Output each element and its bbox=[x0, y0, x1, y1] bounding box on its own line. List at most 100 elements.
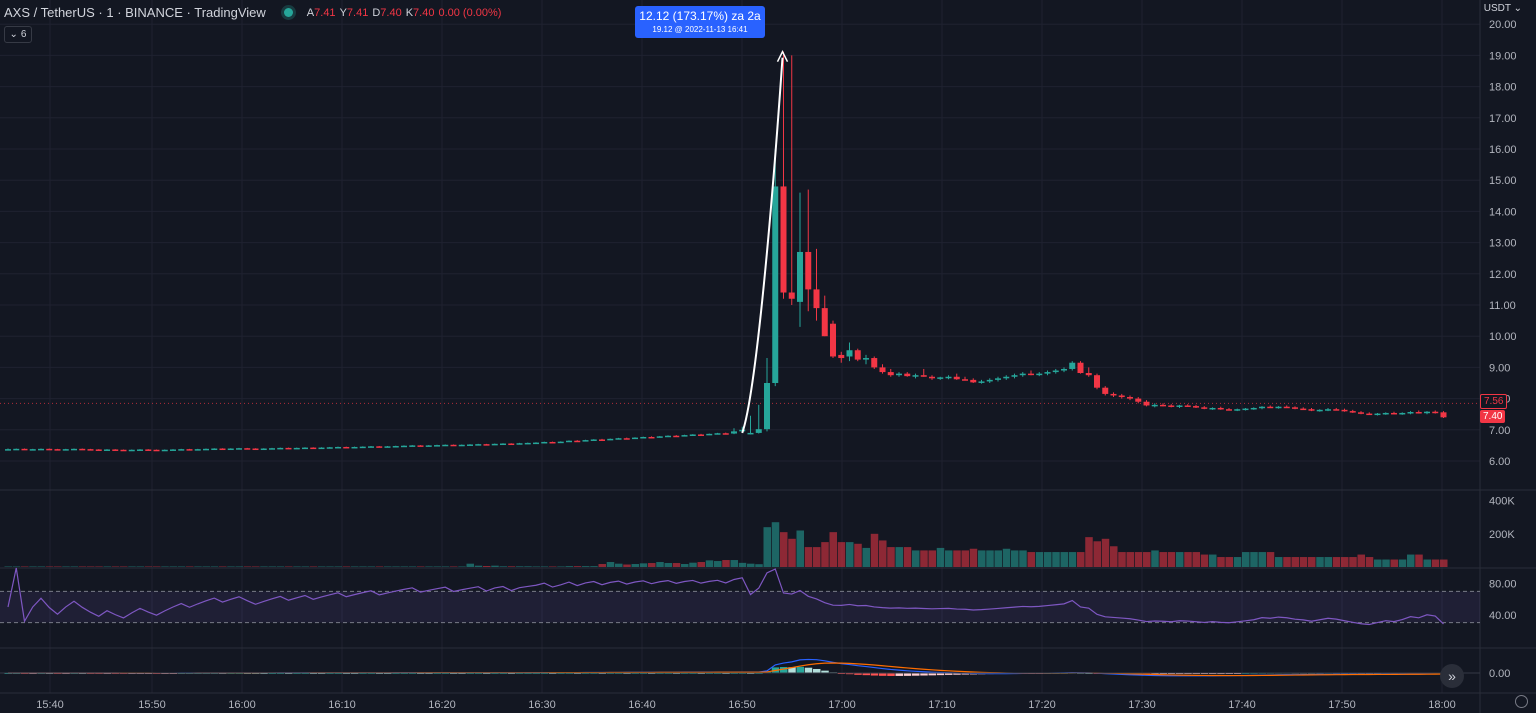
indicators-toggle-button[interactable]: ⌄ 6 bbox=[4, 26, 32, 43]
volume-bar bbox=[483, 566, 491, 567]
indicators-count: 6 bbox=[20, 29, 27, 40]
candle-body bbox=[953, 376, 960, 380]
macd-hist-bar bbox=[936, 673, 945, 676]
volume-bar bbox=[1134, 552, 1143, 567]
time-tick-label: 18:00 bbox=[1428, 699, 1456, 711]
volume-bar bbox=[1019, 550, 1027, 567]
volume-bar bbox=[648, 563, 656, 567]
candle-body bbox=[1011, 375, 1018, 377]
macd-hist-bar bbox=[821, 670, 829, 673]
measure-change: 12.12 (173.17%) za 2a bbox=[639, 9, 761, 23]
double-chevron-right-icon: » bbox=[1448, 668, 1456, 684]
volume-bar bbox=[862, 547, 870, 567]
volume-bar bbox=[1167, 552, 1176, 567]
volume-bar bbox=[1077, 552, 1085, 567]
volume-bar bbox=[755, 564, 763, 567]
volume-tick-label: 200K bbox=[1489, 529, 1515, 541]
volume-bar bbox=[1217, 557, 1225, 567]
volume-bar bbox=[1283, 557, 1291, 567]
candle-body bbox=[516, 443, 523, 445]
candle-body bbox=[524, 442, 531, 445]
volume-bar bbox=[499, 566, 507, 567]
candle-body bbox=[128, 449, 135, 452]
volume-bar bbox=[507, 566, 516, 567]
candle-body bbox=[153, 449, 160, 452]
rsi-tick-label: 40.00 bbox=[1489, 610, 1517, 622]
candle-body bbox=[1250, 407, 1257, 410]
volume-bar bbox=[466, 563, 474, 567]
candle-body bbox=[821, 308, 828, 337]
chevron-down-icon: ⌄ bbox=[9, 29, 18, 40]
volume-bar bbox=[1440, 559, 1448, 567]
volume-bar bbox=[1209, 554, 1217, 567]
candle-body bbox=[326, 447, 333, 449]
macd-hist-bar bbox=[895, 673, 903, 676]
volume-bar bbox=[1308, 557, 1316, 567]
symbol-title[interactable]: AXS / TetherUS · 1 · BINANCE · TradingVi… bbox=[4, 5, 266, 20]
measure-arrow-head bbox=[776, 49, 789, 62]
candle-body bbox=[1184, 405, 1191, 407]
volume-bar bbox=[1068, 552, 1077, 567]
candle-body bbox=[170, 449, 176, 451]
price-tick-label: 18.00 bbox=[1489, 82, 1517, 94]
volume-bar bbox=[879, 540, 887, 567]
rsi-line bbox=[7, 567, 1444, 626]
candle-body bbox=[318, 447, 325, 450]
time-tick-label: 15:40 bbox=[36, 699, 64, 711]
volume-bar bbox=[491, 565, 499, 567]
candle-body bbox=[1283, 406, 1290, 409]
macd-hist-bar bbox=[796, 666, 804, 673]
candle-body bbox=[5, 449, 11, 451]
volume-bar bbox=[1242, 552, 1250, 567]
candle-body bbox=[830, 323, 836, 357]
volume-bar bbox=[969, 548, 978, 567]
candle-body bbox=[434, 445, 440, 447]
scroll-to-realtime-button[interactable]: » bbox=[1440, 664, 1464, 688]
candle-body bbox=[541, 441, 548, 444]
candle-body bbox=[1003, 376, 1010, 379]
volume-bar bbox=[606, 562, 615, 567]
candle-body bbox=[1267, 406, 1274, 409]
volume-bar bbox=[1357, 554, 1365, 567]
volume-bar bbox=[1184, 552, 1192, 567]
candle-body bbox=[706, 433, 713, 436]
ohlc-open-label: A bbox=[306, 6, 315, 19]
volume-bar bbox=[1341, 557, 1349, 567]
candle-body bbox=[269, 448, 275, 450]
candle-body bbox=[1358, 412, 1364, 414]
candle-body bbox=[673, 435, 680, 438]
candle-body bbox=[1440, 412, 1447, 418]
measure-tooltip: 12.12 (173.17%) za 2a 19.12 @ 2022-11-13… bbox=[635, 6, 765, 38]
currency-selector[interactable]: USDT ⌄ bbox=[1484, 3, 1522, 14]
volume-bar bbox=[1060, 552, 1068, 567]
volume-bar bbox=[1332, 557, 1341, 567]
time-tick-label: 16:50 bbox=[728, 699, 756, 711]
candle-body bbox=[986, 379, 993, 382]
candle-body bbox=[343, 446, 350, 449]
candle-body bbox=[483, 444, 490, 446]
volume-bar bbox=[1365, 557, 1374, 567]
candle-body bbox=[656, 436, 663, 438]
candle-body bbox=[401, 445, 407, 448]
candle-body bbox=[203, 448, 209, 451]
candle-body bbox=[871, 358, 878, 368]
candle-body bbox=[1201, 407, 1208, 409]
candle-body bbox=[945, 376, 952, 379]
ohlc-open-value: 7.41 bbox=[314, 6, 336, 19]
candle-body bbox=[805, 251, 812, 290]
candle-body bbox=[1374, 413, 1381, 416]
candle-body bbox=[211, 448, 218, 451]
volume-bar bbox=[1151, 550, 1159, 567]
price-tick-label: 7.00 bbox=[1489, 425, 1510, 437]
candle-body bbox=[904, 373, 911, 377]
candle-body bbox=[714, 433, 721, 435]
time-tick-label: 16:40 bbox=[628, 699, 656, 711]
gear-icon[interactable] bbox=[1515, 695, 1528, 708]
candle-body bbox=[1349, 411, 1356, 413]
volume-bar bbox=[936, 547, 945, 567]
volume-bar bbox=[1415, 554, 1423, 567]
candle-body bbox=[120, 449, 127, 452]
volume-bar bbox=[1044, 552, 1052, 567]
candle-body bbox=[574, 440, 581, 443]
